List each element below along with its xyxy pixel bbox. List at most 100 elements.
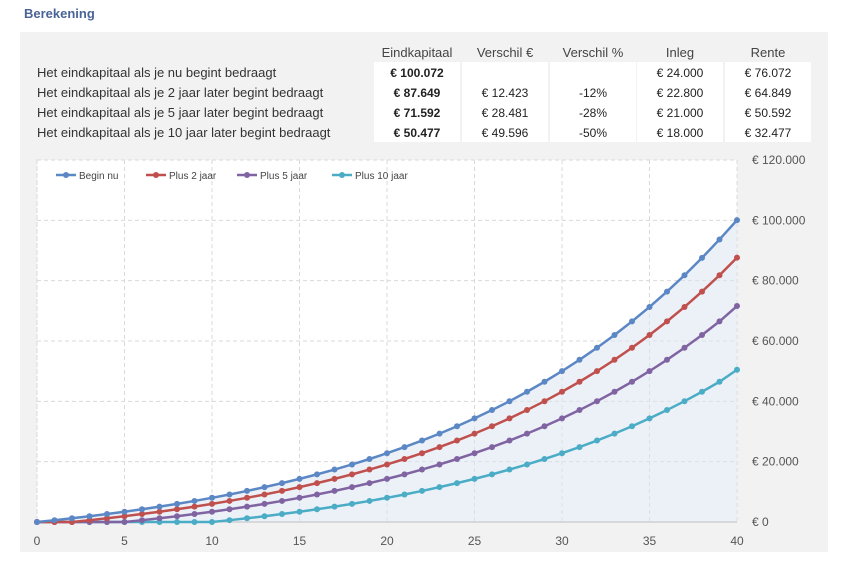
data-point xyxy=(506,437,513,444)
data-point xyxy=(646,303,653,310)
column-header: Verschil % xyxy=(562,45,624,60)
data-point xyxy=(349,461,355,468)
data-point xyxy=(244,487,250,494)
data-point xyxy=(716,236,723,243)
table-cell: € 24.000 xyxy=(656,66,704,80)
column-background xyxy=(462,62,548,142)
y-tick-label: € 120.000 xyxy=(752,153,806,167)
table-cell: € 49.596 xyxy=(481,126,529,140)
data-point xyxy=(366,456,373,463)
column-header: Verschil € xyxy=(476,45,534,60)
data-point xyxy=(366,480,373,487)
data-point xyxy=(489,407,495,414)
data-point xyxy=(471,475,478,482)
data-point xyxy=(524,430,530,437)
x-tick-label: 40 xyxy=(730,534,744,548)
data-point xyxy=(611,356,618,363)
row-label: Het eindkapitaal als je 10 jaar later be… xyxy=(37,125,331,140)
data-point xyxy=(524,407,530,414)
table-cell: € 87.649 xyxy=(393,86,441,100)
data-point xyxy=(191,511,198,518)
data-point xyxy=(629,378,635,385)
data-point xyxy=(384,461,390,468)
data-point xyxy=(664,288,670,295)
y-tick-label: € 100.000 xyxy=(752,213,806,227)
data-point xyxy=(734,217,740,224)
table-cell: € 100.072 xyxy=(390,66,444,80)
data-point xyxy=(419,437,425,444)
table-cell: € 76.072 xyxy=(744,66,792,80)
data-point xyxy=(174,519,180,525)
data-point xyxy=(594,344,600,351)
data-point xyxy=(226,497,233,504)
row-label: Het eindkapitaal als je 2 jaar later beg… xyxy=(37,85,324,100)
column-background xyxy=(550,62,636,142)
data-point xyxy=(156,515,163,522)
data-point xyxy=(629,318,635,325)
data-point xyxy=(716,378,723,385)
data-point xyxy=(279,497,285,504)
data-point xyxy=(646,415,653,422)
section-title: Berekening xyxy=(24,6,95,21)
table-cell: -28% xyxy=(578,106,607,120)
table-cell: -50% xyxy=(578,126,607,140)
x-tick-label: 15 xyxy=(293,534,307,548)
data-point xyxy=(454,456,460,463)
data-point xyxy=(209,494,215,501)
data-point xyxy=(681,272,688,279)
data-point xyxy=(559,415,565,422)
data-point xyxy=(541,378,548,385)
data-point xyxy=(401,456,408,463)
data-point xyxy=(436,484,443,491)
table-cell: € 28.481 xyxy=(481,106,529,120)
data-point xyxy=(139,517,145,524)
y-tick-label: € 80.000 xyxy=(752,274,799,288)
data-point xyxy=(436,430,443,437)
legend-marker xyxy=(339,172,345,178)
data-point xyxy=(349,484,355,491)
table-cell: € 50.477 xyxy=(393,126,441,140)
data-point xyxy=(611,388,618,395)
data-point xyxy=(191,519,198,525)
data-point xyxy=(51,517,58,524)
data-point xyxy=(664,356,670,363)
data-point xyxy=(296,508,303,515)
data-point xyxy=(699,331,705,338)
data-point xyxy=(629,423,635,430)
data-point xyxy=(471,415,478,422)
data-point xyxy=(296,494,303,501)
data-point xyxy=(401,471,408,478)
data-point xyxy=(681,398,688,405)
data-point xyxy=(681,344,688,351)
data-point xyxy=(716,272,723,279)
y-tick-label: € 40.000 xyxy=(752,394,799,408)
data-point xyxy=(594,437,600,444)
data-point xyxy=(384,475,390,482)
data-point xyxy=(576,444,583,451)
data-point xyxy=(594,368,600,375)
data-point xyxy=(699,254,705,261)
data-point xyxy=(489,471,495,478)
data-point xyxy=(524,461,530,468)
data-point xyxy=(716,318,723,325)
y-tick-label: € 60.000 xyxy=(752,334,799,348)
data-point xyxy=(506,415,513,422)
data-point xyxy=(646,331,653,338)
data-point xyxy=(664,407,670,414)
data-point xyxy=(489,444,495,451)
data-point xyxy=(139,506,145,513)
data-point xyxy=(69,515,75,522)
data-point xyxy=(349,500,355,507)
x-tick-label: 5 xyxy=(121,534,128,548)
data-point xyxy=(156,503,163,510)
data-point xyxy=(419,487,425,494)
data-point xyxy=(384,450,390,457)
x-tick-label: 25 xyxy=(468,534,482,548)
data-point xyxy=(366,497,373,504)
data-point xyxy=(541,456,548,463)
data-point xyxy=(314,491,320,498)
data-point xyxy=(506,398,513,405)
table-cell: € 12.423 xyxy=(481,86,529,100)
area-fill xyxy=(37,220,737,522)
data-point xyxy=(419,466,425,473)
